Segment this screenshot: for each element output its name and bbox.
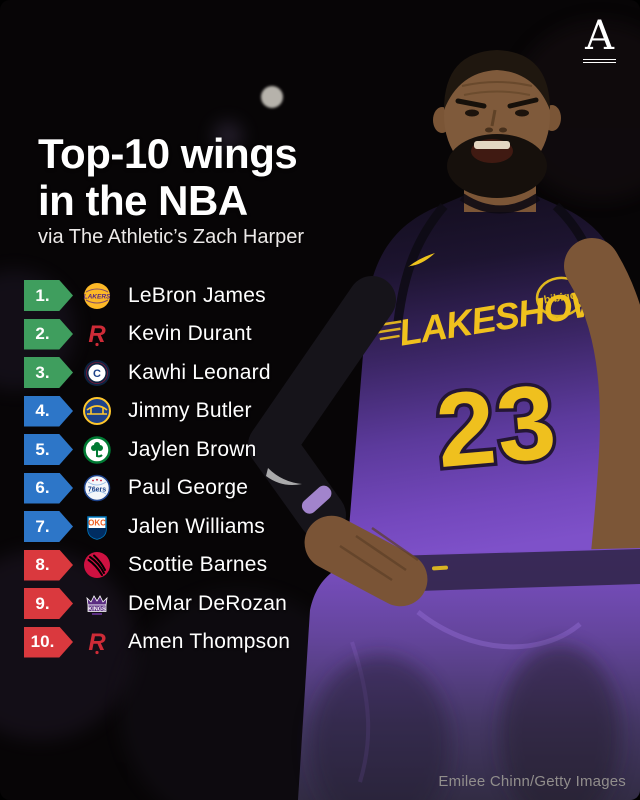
lakers-logo: LAKERS	[84, 282, 111, 309]
rank-number: 10.	[30, 632, 55, 651]
hand-on-hip	[304, 515, 428, 607]
raptors-logo	[84, 552, 110, 578]
svg-text:C: C	[93, 368, 101, 380]
wristband-purple	[301, 485, 332, 514]
jersey-collar-trim	[459, 193, 541, 214]
warriors-logo	[83, 397, 111, 425]
rank-number: 4.	[35, 401, 50, 420]
list-item: 6. 76ers Paul George	[24, 472, 290, 504]
rank-badge: 6.	[24, 472, 73, 504]
page-title: Top-10 wings in the NBA	[38, 130, 298, 224]
athletic-logo: A	[583, 16, 616, 63]
list-item: 1. LAKERS LeBron James	[24, 280, 290, 311]
rank-badge: 9.	[24, 588, 73, 619]
rank-badge: 8.	[24, 549, 73, 581]
player-name: Jimmy Butler	[128, 399, 252, 422]
player-name: DeMar DeRozan	[128, 591, 287, 615]
celtics-logo	[83, 435, 111, 464]
rank-badge: 1.	[24, 280, 73, 311]
team-logo	[82, 396, 112, 426]
rank-badge: 10.	[24, 626, 73, 658]
bokeh-light	[261, 86, 283, 108]
list-item: 9. KINGS DeMar DeRozan	[24, 588, 290, 619]
list-item: 7. OKC Jalen Williams	[24, 511, 290, 542]
player-name: Scottie Barnes	[128, 553, 268, 576]
sleeve-swoosh-icon	[266, 468, 302, 485]
list-item: 3. C Kawhi Leonard	[24, 357, 290, 388]
lebron-shorts	[298, 548, 640, 800]
team-logo	[82, 435, 112, 465]
page-title-line2: in the NBA	[38, 177, 248, 224]
shorts-waistband	[386, 549, 640, 592]
rank-badge: 5.	[24, 434, 73, 465]
bibigo-patch-label: bibigo	[543, 289, 578, 306]
list-item: 4. Jimmy Butler	[24, 395, 290, 427]
rank-badge: 3.	[24, 357, 73, 388]
rank-number: 8.	[35, 555, 50, 574]
team-logo	[82, 550, 112, 580]
rank-number: 5.	[35, 439, 50, 459]
rank-number: 2.	[35, 324, 50, 343]
list-item: 8. Scottie Barnes	[24, 549, 290, 581]
jersey-torso	[346, 196, 640, 566]
ranking-list: 1. LAKERS LeBron James 2. R Kevin Durant…	[24, 280, 290, 665]
player-name: Kevin Durant	[128, 322, 252, 345]
list-item: 5. Jaylen Brown	[24, 434, 290, 465]
clippers-logo: C	[84, 359, 110, 386]
player-name: Jaylen Brown	[128, 437, 257, 461]
rank-number: 7.	[35, 516, 50, 536]
player-name: Kawhi Leonard	[128, 360, 271, 384]
page-title-line1: Top-10 wings	[38, 130, 298, 177]
team-logo: C	[82, 358, 112, 388]
rank-number: 3.	[35, 362, 50, 382]
team-logo: 76ers	[82, 473, 112, 503]
lebron-right-arm-sleeve	[248, 276, 396, 539]
svg-text:KINGS: KINGS	[88, 606, 106, 612]
kings-logo: KINGS	[86, 594, 108, 615]
team-logo: R	[82, 627, 112, 657]
sixers-logo: 76ers	[83, 474, 111, 502]
rockets-logo: R	[88, 629, 106, 656]
player-name: Paul George	[128, 476, 249, 499]
team-logo: R	[82, 319, 112, 349]
list-item: 10. R Amen Thompson	[24, 626, 291, 658]
rank-number: 6.	[35, 478, 50, 497]
rank-badge: 4.	[24, 395, 73, 427]
lebron-head	[433, 50, 561, 212]
photo-credit: Emilee Chinn/Getty Images	[438, 773, 626, 790]
svg-text:LAKERS: LAKERS	[84, 293, 111, 300]
rank-badge: 7.	[24, 511, 73, 542]
rank-number: 9.	[35, 593, 50, 613]
rank-number: 1.	[35, 285, 50, 305]
svg-text:76ers: 76ers	[88, 487, 106, 494]
jersey-armhole-trim	[393, 203, 448, 323]
team-logo: OKC	[82, 512, 112, 542]
thunder-logo: OKC	[87, 515, 107, 540]
team-logo: LAKERS	[82, 281, 112, 311]
nike-swoosh-icon	[408, 253, 435, 267]
teeth	[474, 141, 510, 149]
rockets-logo: R	[88, 321, 106, 348]
player-name: Amen Thompson	[128, 630, 291, 653]
rank-badge: 2.	[24, 318, 73, 350]
list-item: 2. R Kevin Durant	[24, 318, 290, 350]
team-logo: KINGS	[82, 589, 112, 619]
bokeh-light-faint	[214, 122, 242, 150]
svg-text:OKC: OKC	[88, 518, 106, 527]
jersey-number: 23	[432, 363, 563, 490]
page-subtitle: via The Athletic’s Zach Harper	[38, 226, 305, 248]
player-name: LeBron James	[128, 283, 266, 307]
player-name: Jalen Williams	[128, 514, 265, 538]
svg-text:R: R	[88, 629, 106, 656]
crowd-blur	[120, 590, 360, 800]
svg-text:R: R	[88, 321, 106, 348]
